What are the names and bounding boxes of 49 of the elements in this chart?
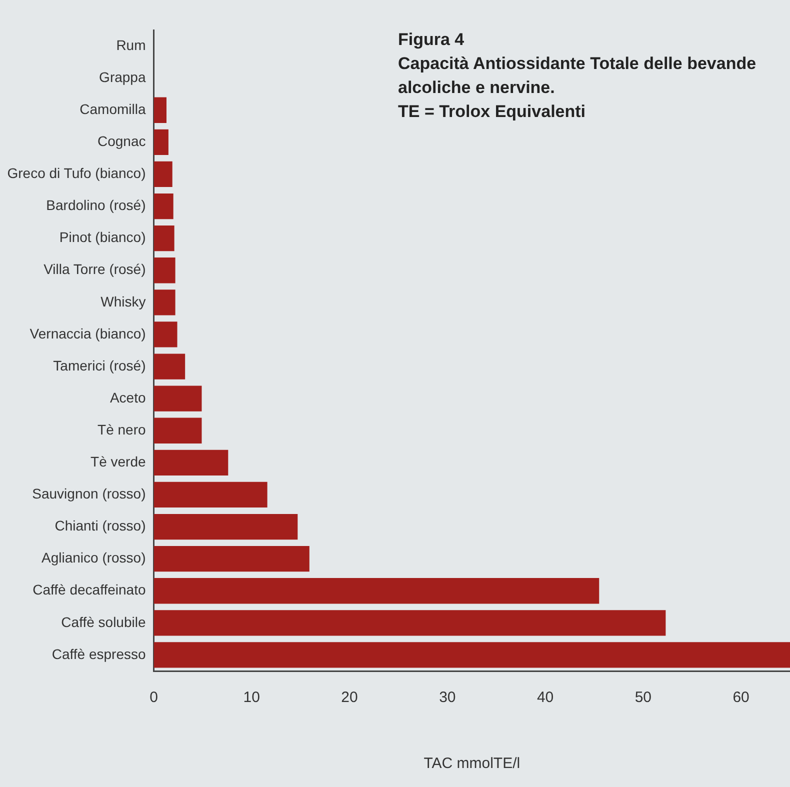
y-tick-label: Caffè decaffeinato <box>32 582 146 598</box>
y-tick-label: Tamerici (rosé) <box>53 357 146 374</box>
bar <box>154 546 310 572</box>
bar <box>154 418 202 444</box>
y-tick-label: Vernaccia (bianco) <box>30 325 146 342</box>
annotation: TE = Trolox Equivalenti <box>398 101 587 123</box>
y-tick-label: Cognac <box>97 133 146 150</box>
bar <box>154 386 202 412</box>
x-tick-label: 60 <box>732 689 750 706</box>
bar <box>154 129 168 155</box>
bar <box>154 610 666 636</box>
x-tick-label: 40 <box>536 689 554 706</box>
y-tick-label: Rum <box>116 36 146 53</box>
y-tick-label: Pinot (bianco) <box>59 229 146 246</box>
y-tick-label: Sauvignon (rosso) <box>32 486 146 502</box>
x-tick-label: 10 <box>243 689 260 706</box>
bar <box>154 226 174 252</box>
y-tick-label: Grappa <box>99 68 146 85</box>
y-tick-label: Caffè solubile <box>61 614 146 630</box>
x-tick-label: 50 <box>634 689 652 706</box>
x-tick-label: 0 <box>150 689 158 706</box>
bar <box>154 161 172 188</box>
bar <box>154 450 228 476</box>
y-tick-label: Chianti (rosso) <box>54 518 146 534</box>
bar <box>154 482 268 508</box>
bar <box>154 322 178 348</box>
y-tick-label: Tè nero <box>98 421 146 438</box>
x-tick-label: 30 <box>439 689 456 706</box>
y-tick-label: Caffè espresso <box>52 646 146 662</box>
x-axis-title: TAC mmolTE/l <box>424 755 520 772</box>
y-tick-label: Greco di Tufo (bianco) <box>7 165 146 182</box>
bar <box>154 97 166 123</box>
bar <box>154 258 176 284</box>
y-tick-label: Aceto <box>110 389 146 406</box>
bar <box>154 642 790 668</box>
y-tick-label: Camomilla <box>80 100 146 117</box>
y-tick-label: Villa Torre (rosé) <box>44 261 146 278</box>
bar <box>154 578 600 604</box>
x-tick-label: 20 <box>341 689 358 706</box>
y-tick-label: Whisky <box>100 293 146 310</box>
y-tick-label: Aglianico (rosso) <box>41 550 146 566</box>
bar <box>154 354 186 380</box>
text: Capacità Antiossidante Totale delle bevande alcoliche e nervine. <box>398 53 758 99</box>
chart-title: Figura 4 <box>398 29 466 51</box>
bar <box>154 514 298 540</box>
y-tick-label: Bardolino (rosé) <box>46 197 146 214</box>
y-tick-label: Tè verde <box>90 454 146 470</box>
bar <box>154 290 176 316</box>
bar <box>154 193 174 220</box>
